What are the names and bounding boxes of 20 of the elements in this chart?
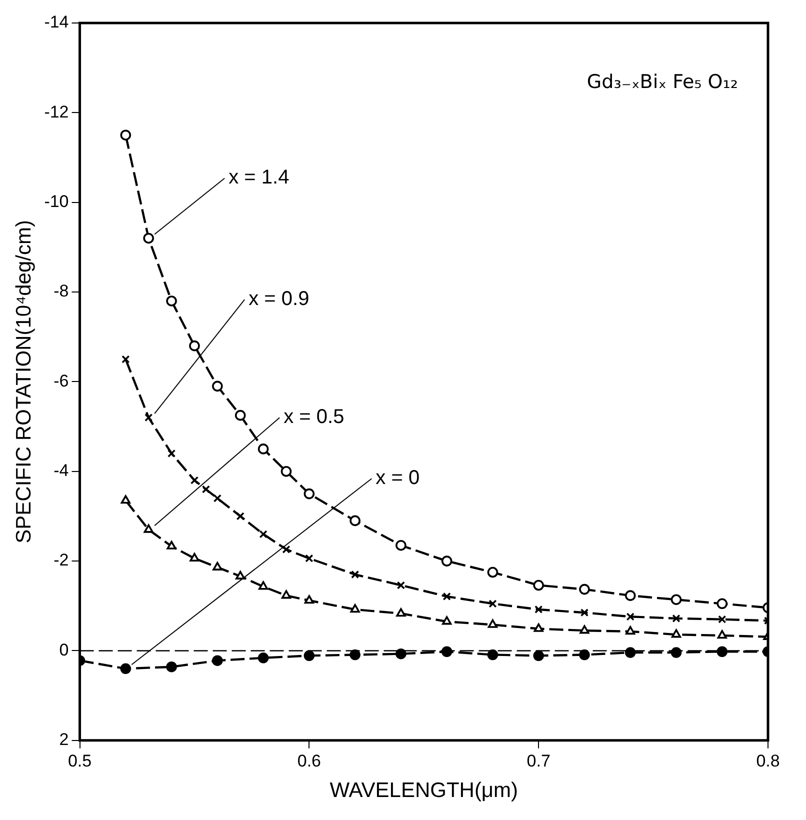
y-tick-label: 0 xyxy=(59,640,69,660)
x-tick-label: 0.8 xyxy=(756,751,780,770)
text: x = 0.9 xyxy=(248,288,310,310)
text: x = 0.5 xyxy=(284,406,344,428)
y-tick-label: -10 xyxy=(44,192,69,212)
y-tick-label: -6 xyxy=(54,371,69,390)
y-tick-label: -2 xyxy=(54,550,69,570)
y-tick-label: -12 xyxy=(44,102,69,122)
text: x = 1.4 xyxy=(228,166,290,189)
y-tick-label: -14 xyxy=(44,12,69,32)
y-tick-label: -4 xyxy=(54,461,69,480)
text: Gd₃₋ₓBiₓ Fe₅ O₁₂ xyxy=(586,70,738,93)
y-tick-label: 2 xyxy=(59,730,69,750)
y-axis-title: SPECIFIC ROTATION(10⁴deg/cm) xyxy=(12,220,36,544)
x-tick-label: 0.6 xyxy=(297,751,321,770)
text: x = 0 xyxy=(376,467,420,490)
x-axis-title: WAVELENGTH(μm) xyxy=(330,779,518,802)
x-tick-label: 0.5 xyxy=(68,751,92,770)
x-tick-label: 0.7 xyxy=(526,751,550,770)
y-tick-label: -8 xyxy=(54,282,69,301)
